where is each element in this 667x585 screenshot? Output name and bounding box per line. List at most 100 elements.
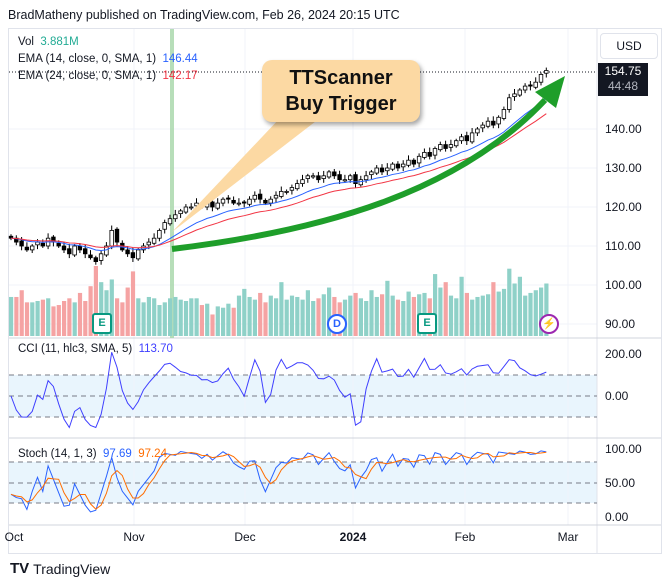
candle [300, 179, 305, 184]
currency-button[interactable]: USD [600, 33, 658, 59]
legend-vol[interactable]: Vol 3.881M [18, 36, 79, 48]
price-tick-label: 90.00 [605, 317, 635, 331]
volume-bar [305, 290, 310, 336]
buy-trigger-line [170, 29, 174, 338]
candle [167, 218, 173, 225]
candle [289, 187, 295, 191]
volume-bar [62, 301, 67, 336]
candle [501, 109, 507, 119]
volume-bar [401, 301, 406, 336]
candle [353, 174, 358, 185]
volume-bar [486, 294, 491, 336]
candle [390, 163, 395, 170]
volume-bar [491, 282, 496, 336]
candle [432, 148, 438, 156]
legend-cci[interactable]: CCI (11, hlc3, SMA, 5) 113.70 [18, 343, 173, 355]
callout-box[interactable]: TTScanner Buy Trigger [262, 60, 420, 122]
volume-bar [56, 305, 61, 336]
stoch-tick-label: 100.00 [605, 442, 642, 456]
volume-bar [252, 299, 257, 336]
volume-bar [168, 298, 173, 336]
volume-bar [88, 286, 93, 336]
stoch-d-line [10, 451, 547, 510]
volume-bar [83, 301, 88, 336]
volume-bar [99, 282, 104, 336]
volume-bar [443, 282, 448, 336]
last-price: 154.75 [604, 64, 642, 78]
candle [19, 240, 24, 247]
candle [35, 241, 40, 246]
candle [316, 175, 321, 181]
stoch-k-line [10, 450, 547, 513]
earnings-marker-icon[interactable]: E [92, 313, 112, 334]
volume-bar [517, 276, 522, 336]
volume-bar [130, 271, 136, 336]
volume-bar [533, 290, 538, 336]
candle [114, 228, 120, 243]
candle [332, 171, 337, 177]
candle [469, 132, 475, 143]
stoch-tick-label: 50.00 [605, 476, 635, 490]
candle [459, 136, 464, 142]
earnings-marker-icon[interactable]: E [417, 313, 437, 334]
volume-bar [93, 266, 98, 336]
volume-bar [390, 295, 395, 336]
candle [210, 201, 215, 208]
volume-bar [300, 299, 305, 336]
callout-line2: Buy Trigger [285, 93, 397, 115]
publish-header: BradMatheny published on TradingView.com… [8, 8, 400, 22]
candle [226, 197, 231, 200]
candle [416, 155, 422, 164]
volume-bar [231, 307, 236, 336]
candle [61, 245, 67, 251]
tradingview-logo-icon: TV [10, 560, 30, 577]
candle [83, 248, 88, 255]
price-tick-label: 110.00 [605, 239, 641, 253]
time-tick-label: Dec [234, 530, 255, 544]
bar-countdown: 44:48 [607, 79, 639, 93]
ema24-label: EMA (24, close, 0, SMA, 1) [18, 70, 157, 82]
candle [241, 201, 247, 204]
cci-label: CCI (11, hlc3, SMA, 5) [18, 343, 133, 355]
tradingview-logo[interactable]: TV TradingView [10, 560, 110, 577]
legend-stoch[interactable]: Stoch (14, 1, 3) 97.69 97.24 [18, 448, 167, 460]
candle [93, 257, 98, 263]
price-tick-label: 130.00 [605, 161, 642, 175]
volume-bar [247, 296, 252, 336]
volume-bar [242, 288, 247, 336]
volume-bar [279, 282, 284, 336]
volume-bar [358, 298, 363, 336]
candle [135, 249, 141, 260]
candle [422, 151, 427, 158]
volume-bar [205, 303, 210, 336]
cci-tick-label: 200.00 [605, 347, 642, 361]
legend-ema24[interactable]: EMA (24, close, 0, SMA, 1) 142.17 [18, 70, 198, 82]
candle [453, 140, 459, 147]
volume-bar [263, 302, 268, 336]
chart-frame[interactable] [8, 28, 662, 554]
volume-bar [433, 274, 438, 336]
volume-bar [210, 314, 215, 336]
volume-bar [321, 294, 326, 336]
brand-name: TradingView [33, 560, 111, 577]
candle [40, 242, 45, 247]
time-tick-label: Mar [558, 530, 579, 544]
cci-tick-label: 0.00 [605, 389, 629, 403]
volume-bar [189, 298, 194, 336]
volume-bar [9, 296, 14, 336]
candle [146, 241, 151, 246]
volume-bar [464, 292, 469, 336]
cci-line [10, 352, 547, 429]
candle [284, 190, 289, 193]
candle [374, 167, 379, 174]
legend-ema14[interactable]: EMA (14, close, 0, SMA, 1) 146.44 [18, 53, 198, 65]
volume-bar [24, 302, 30, 336]
stoch-d-value: 97.24 [138, 448, 167, 460]
split-marker-icon[interactable]: ⚡ [539, 314, 559, 334]
dividend-marker-icon[interactable]: D [327, 314, 347, 334]
volume-bar [364, 301, 369, 336]
candle [358, 179, 363, 186]
callout-tail [172, 118, 320, 232]
volume-bar [311, 301, 316, 336]
